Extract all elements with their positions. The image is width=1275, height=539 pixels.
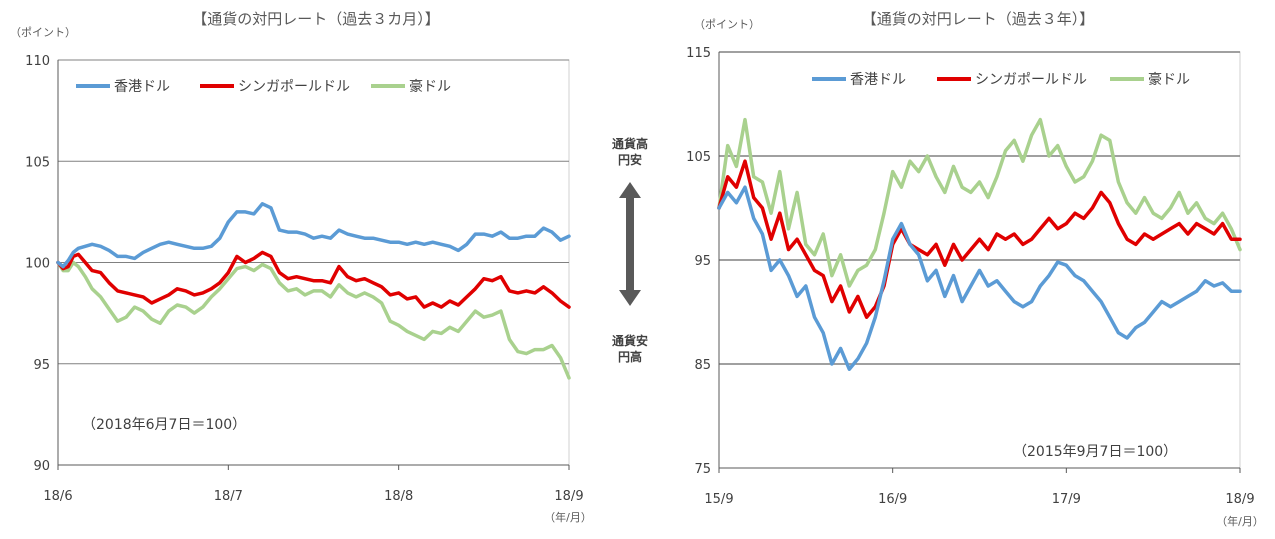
x-tick-label: 18/6 [43,489,72,504]
legend-label-sgd: シンガポールドル [975,72,1087,88]
y-tick-label: 95 [694,254,711,269]
series-line-hkd [56,202,571,269]
base-note: （2018年6月7日＝100） [82,417,246,433]
x-tick-label: 17/9 [1052,492,1081,507]
double-arrow-icon [619,182,641,306]
legend: 香港ドル シンガポールドル 豪ドル [812,72,1190,88]
x-tick-label: 16/9 [878,492,907,507]
x-tick-label: 15/9 [704,492,733,507]
series-line-aud [56,260,571,380]
chart-title: 【通貨の対円レート（過去３年）】 [862,10,1095,28]
x-unit-label: （年/月） [1216,514,1264,528]
axis-lines [718,52,1241,473]
y-tick-label: 75 [694,462,711,477]
x-tick-label: 18/9 [1225,492,1254,507]
x-tick-labels: 15/9 16/9 17/9 18/9 [704,492,1254,507]
legend: 香港ドル シンガポールドル 豪ドル [76,79,451,95]
x-tick-label: 18/7 [214,489,243,504]
direction-indicator: 通貨高 円安 通貨安 円高 [612,136,648,364]
legend-label-sgd: シンガポールドル [238,79,350,95]
series-lines [717,117,1242,371]
y-tick-labels: 90 95 100 105 110 [25,54,50,474]
lower-label-line2: 円高 [618,349,642,364]
y-tick-label: 85 [694,358,711,373]
y-unit-label: （ポイント） [10,26,76,39]
gridlines [719,51,1240,365]
y-tick-label: 100 [25,257,50,272]
legend-label-aud: 豪ドル [1148,72,1190,88]
x-tick-label: 18/8 [384,489,413,504]
series-lines [56,202,571,380]
lower-label-line1: 通貨安 [612,333,648,348]
upper-label-line1: 通貨高 [612,136,648,151]
legend-label-hkd: 香港ドル [850,72,906,88]
chart-3-years: 【通貨の対円レート（過去３年）】 （ポイント） 75 85 95 105 115 15/… [686,10,1264,528]
y-tick-label: 95 [33,358,50,373]
legend-label-hkd: 香港ドル [114,79,170,95]
base-note: （2015年9月7日＝100） [1013,444,1177,460]
legend-label-aud: 豪ドル [409,79,451,95]
series-line-aud [717,117,1242,288]
y-tick-label: 90 [33,459,50,474]
y-tick-label: 105 [686,150,711,165]
gridlines [58,59,569,365]
y-tick-label: 110 [25,54,50,69]
chart-title: 【通貨の対円レート（過去３カ月）】 [192,10,440,28]
chart-3-months: 【通貨の対円レート（過去３カ月）】 （ポイント） 90 95 100 105 110 1… [10,10,592,524]
y-tick-label: 105 [25,155,50,170]
series-line-hkd [717,185,1242,371]
y-tick-label: 115 [686,46,711,61]
series-line-sgd [717,159,1242,319]
series-line-sgd [56,250,571,309]
x-unit-label: （年/月） [544,510,592,524]
y-unit-label: （ポイント） [694,18,760,31]
axis-lines [57,60,570,470]
x-tick-labels: 18/6 18/7 18/8 18/9 [43,489,583,504]
x-tick-label: 18/9 [554,489,583,504]
upper-label-line2: 円安 [618,152,642,167]
y-tick-labels: 75 85 95 105 115 [686,46,711,477]
